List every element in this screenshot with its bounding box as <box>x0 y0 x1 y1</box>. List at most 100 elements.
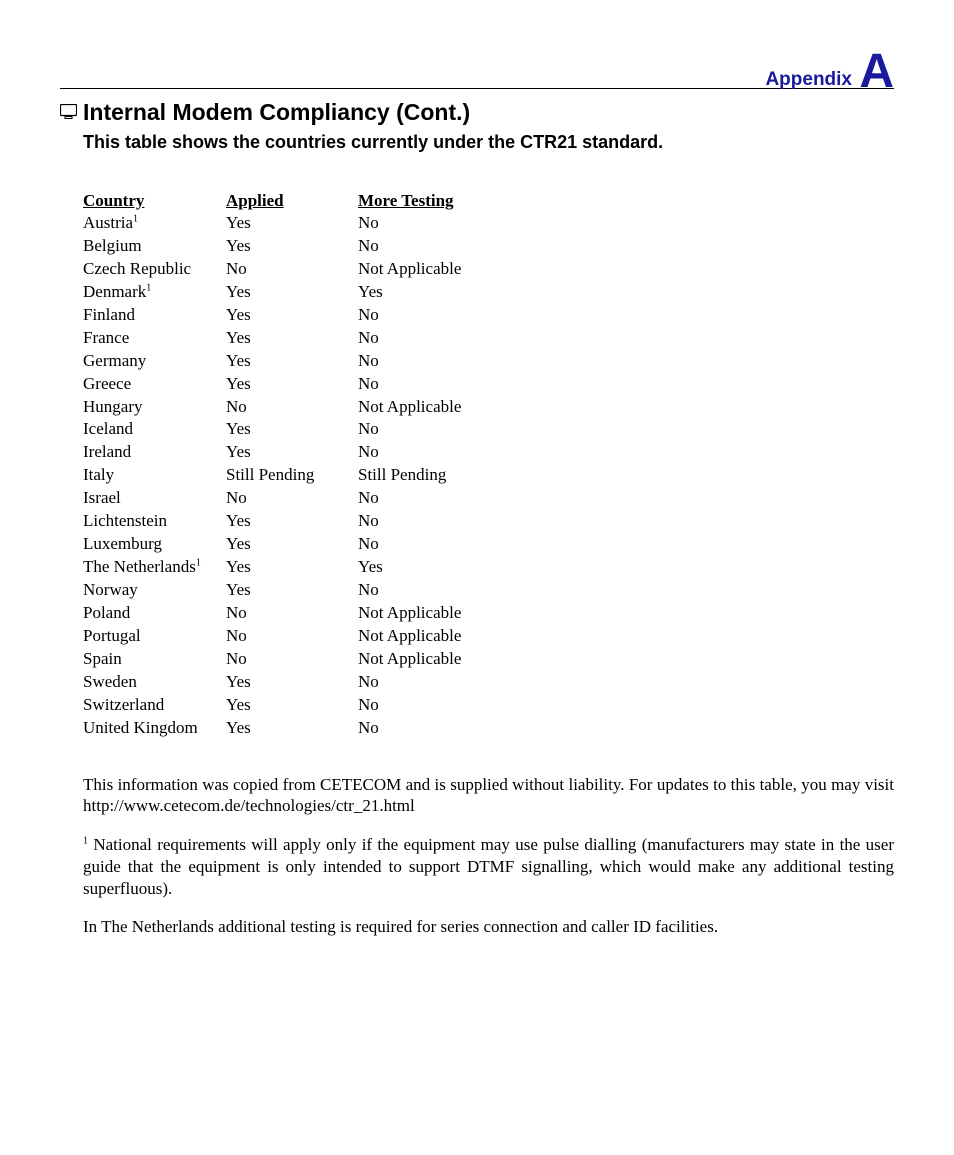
cell-country: Spain <box>83 648 226 671</box>
table-row: Denmark1YesYes <box>83 281 558 304</box>
cell-country: Hungary <box>83 396 226 419</box>
col-header-more: More Testing <box>358 191 558 212</box>
table-row: PortugalNoNot Applicable <box>83 625 558 648</box>
table-body: Austria1YesNoBelgiumYesNoCzech RepublicN… <box>83 212 558 740</box>
cell-more-testing: No <box>358 327 558 350</box>
cell-more-testing: No <box>358 441 558 464</box>
cell-more-testing: No <box>358 304 558 327</box>
cell-country: Poland <box>83 602 226 625</box>
cell-country: Austria1 <box>83 212 226 235</box>
table-row: FranceYesNo <box>83 327 558 350</box>
table-row: GermanyYesNo <box>83 350 558 373</box>
table-row: United KingdomYesNo <box>83 717 558 740</box>
page-title: Internal Modem Compliancy (Cont.) <box>83 99 470 126</box>
table-row: GreeceYesNo <box>83 373 558 396</box>
cell-more-testing: No <box>358 235 558 258</box>
cell-more-testing: No <box>358 579 558 602</box>
cell-applied: Yes <box>226 441 358 464</box>
table-row: The Netherlands1YesYes <box>83 556 558 579</box>
compliance-table-wrap: Country Applied More Testing Austria1Yes… <box>83 191 894 740</box>
cell-applied: Yes <box>226 418 358 441</box>
table-row: ItalyStill PendingStill Pending <box>83 464 558 487</box>
cell-more-testing: No <box>358 418 558 441</box>
cell-more-testing: No <box>358 510 558 533</box>
table-row: SwedenYesNo <box>83 671 558 694</box>
cell-more-testing: Not Applicable <box>358 602 558 625</box>
table-row: Czech RepublicNoNot Applicable <box>83 258 558 281</box>
cell-applied: No <box>226 625 358 648</box>
table-row: BelgiumYesNo <box>83 235 558 258</box>
cell-more-testing: No <box>358 694 558 717</box>
cell-applied: No <box>226 648 358 671</box>
paragraph-source: This information was copied from CETECOM… <box>83 774 894 818</box>
table-row: SwitzerlandYesNo <box>83 694 558 717</box>
country-footnote-sup: 1 <box>133 213 138 224</box>
cell-country: Italy <box>83 464 226 487</box>
cell-applied: No <box>226 258 358 281</box>
title-row: Internal Modem Compliancy (Cont.) <box>60 99 894 126</box>
cell-country: Luxemburg <box>83 533 226 556</box>
paragraph-netherlands: In The Netherlands additional testing is… <box>83 916 894 938</box>
document-page: Appendix A Internal Modem Compliancy (Co… <box>0 0 954 938</box>
cell-country: Germany <box>83 350 226 373</box>
cell-country: Ireland <box>83 441 226 464</box>
cell-more-testing: Still Pending <box>358 464 558 487</box>
cell-applied: Yes <box>226 556 358 579</box>
cell-more-testing: No <box>358 212 558 235</box>
cell-applied: No <box>226 602 358 625</box>
table-row: FinlandYesNo <box>83 304 558 327</box>
table-row: LuxemburgYesNo <box>83 533 558 556</box>
cell-applied: Yes <box>226 281 358 304</box>
table-header-row: Country Applied More Testing <box>83 191 558 212</box>
cell-applied: Still Pending <box>226 464 358 487</box>
monitor-icon <box>60 104 77 119</box>
header-rule: Appendix A <box>60 88 894 89</box>
cell-applied: Yes <box>226 510 358 533</box>
table-row: IrelandYesNo <box>83 441 558 464</box>
cell-more-testing: No <box>358 533 558 556</box>
footnote-text: National requirements will apply only if… <box>83 835 894 898</box>
cell-more-testing: Yes <box>358 281 558 304</box>
cell-country: Israel <box>83 487 226 510</box>
table-row: Austria1YesNo <box>83 212 558 235</box>
cell-more-testing: Not Applicable <box>358 258 558 281</box>
table-row: NorwayYesNo <box>83 579 558 602</box>
cell-applied: No <box>226 487 358 510</box>
compliance-table: Country Applied More Testing Austria1Yes… <box>83 191 558 740</box>
table-row: HungaryNoNot Applicable <box>83 396 558 419</box>
cell-country: Sweden <box>83 671 226 694</box>
cell-country: The Netherlands1 <box>83 556 226 579</box>
cell-applied: Yes <box>226 717 358 740</box>
appendix-letter: A <box>859 44 894 99</box>
table-row: SpainNoNot Applicable <box>83 648 558 671</box>
table-row: LichtensteinYesNo <box>83 510 558 533</box>
cell-applied: Yes <box>226 350 358 373</box>
cell-country: Czech Republic <box>83 258 226 281</box>
cell-country: Finland <box>83 304 226 327</box>
cell-country: Iceland <box>83 418 226 441</box>
cell-country: France <box>83 327 226 350</box>
cell-applied: Yes <box>226 373 358 396</box>
cell-more-testing: Not Applicable <box>358 648 558 671</box>
table-row: IsraelNoNo <box>83 487 558 510</box>
cell-country: Lichtenstein <box>83 510 226 533</box>
paragraph-footnote: 1 National requirements will apply only … <box>83 834 894 899</box>
table-row: PolandNoNot Applicable <box>83 602 558 625</box>
cell-applied: Yes <box>226 235 358 258</box>
cell-applied: Yes <box>226 304 358 327</box>
cell-applied: No <box>226 396 358 419</box>
cell-more-testing: Not Applicable <box>358 396 558 419</box>
appendix-label: Appendix <box>765 69 852 91</box>
cell-more-testing: Not Applicable <box>358 625 558 648</box>
cell-country: United Kingdom <box>83 717 226 740</box>
country-footnote-sup: 1 <box>146 282 151 293</box>
cell-country: Switzerland <box>83 694 226 717</box>
cell-more-testing: No <box>358 373 558 396</box>
cell-more-testing: No <box>358 350 558 373</box>
country-footnote-sup: 1 <box>196 557 201 568</box>
cell-country: Belgium <box>83 235 226 258</box>
table-row: IcelandYesNo <box>83 418 558 441</box>
cell-applied: Yes <box>226 694 358 717</box>
cell-country: Norway <box>83 579 226 602</box>
cell-more-testing: No <box>358 717 558 740</box>
